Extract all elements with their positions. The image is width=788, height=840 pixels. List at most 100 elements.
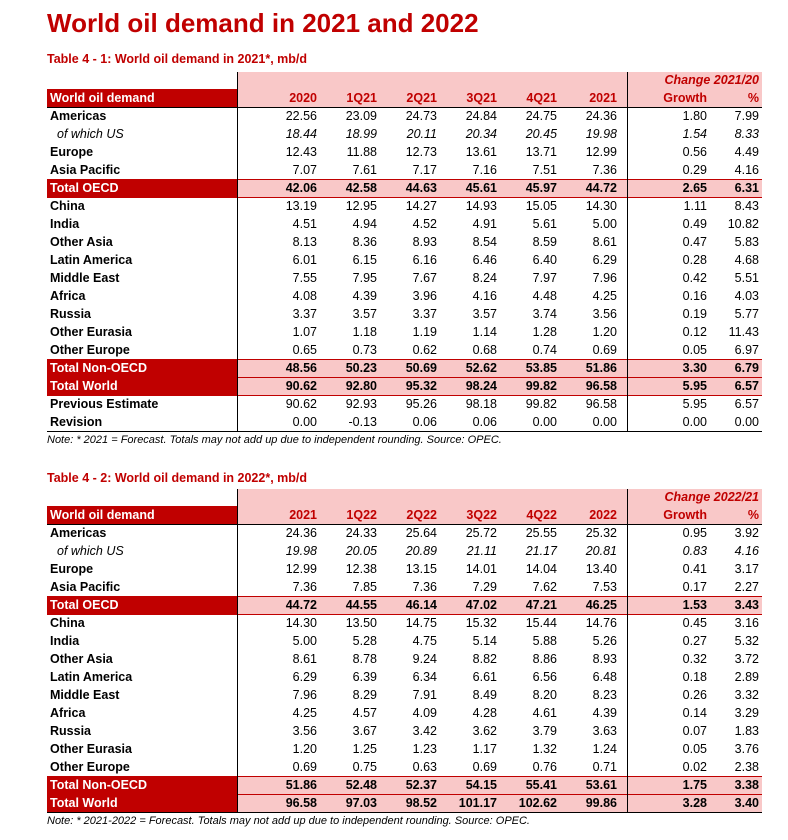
cell-value: 6.01	[292, 253, 317, 267]
row-label: Asia Pacific	[50, 580, 121, 594]
row-label: Revision	[50, 415, 103, 429]
column-header: 2021	[589, 91, 617, 105]
cell-value: 0.56	[682, 145, 707, 159]
cell-value: 7.16	[472, 163, 497, 177]
cell-value: 3.42	[412, 724, 437, 738]
cell-value: 18.99	[345, 127, 377, 141]
column-header: 1Q21	[346, 91, 377, 105]
table-row: Latin America 6.01 6.15 6.16 6.46 6.40 6.29 0.2…	[47, 251, 762, 269]
cell-value: 14.04	[525, 562, 557, 576]
cell-value: 5.28	[352, 634, 377, 648]
cell-value: 4.39	[592, 706, 617, 720]
cell-value: 4.61	[532, 706, 557, 720]
cell-value: 0.27	[682, 634, 707, 648]
cell-value: 95.32	[405, 379, 437, 393]
cell-value: 8.86	[532, 652, 557, 666]
cell-value: 0.06	[472, 415, 497, 429]
table-row: Latin America 6.29 6.39 6.34 6.61 6.56 6.48 0.1…	[47, 668, 762, 686]
row-label: China	[50, 616, 85, 630]
cell-value: 6.61	[472, 670, 497, 684]
cell-value: 98.52	[405, 796, 437, 810]
cell-value: 8.23	[592, 688, 617, 702]
cell-value: 4.08	[292, 289, 317, 303]
cell-value: 7.85	[352, 580, 377, 594]
row-divider	[47, 377, 762, 378]
table-row: India 4.51 4.94 4.52 4.91 5.61 5.00 0.49 10.82	[47, 215, 762, 233]
cell-value: 0.63	[412, 760, 437, 774]
table1-note: Note: * 2021 = Forecast. Totals may not …	[47, 434, 502, 446]
row-label: Latin America	[50, 670, 133, 684]
cell-value: 5.88	[532, 634, 557, 648]
change-header: Change 2022/21	[664, 490, 760, 504]
table2: Change 2022/21 World oil demand 2021 1Q22 2Q…	[47, 489, 762, 813]
cell-value: 20.45	[525, 127, 557, 141]
cell-value: 20.34	[465, 127, 497, 141]
row-label: Middle East	[50, 271, 120, 285]
cell-value: 24.36	[585, 109, 617, 123]
cell-value: 0.29	[682, 163, 707, 177]
cell-value: 4.48	[532, 289, 557, 303]
cell-value: 1.14	[472, 325, 497, 339]
cell-value: 12.99	[285, 562, 317, 576]
cell-value: 3.79	[532, 724, 557, 738]
cell-value: 6.29	[592, 253, 617, 267]
cell-value: 0.76	[532, 760, 557, 774]
cell-value: 14.76	[585, 616, 617, 630]
cell-value: 0.18	[682, 670, 707, 684]
cell-value: 8.61	[292, 652, 317, 666]
cell-value: 0.75	[352, 760, 377, 774]
cell-value: 44.72	[585, 181, 617, 195]
cell-value: 0.06	[412, 415, 437, 429]
cell-value: 7.55	[292, 271, 317, 285]
cell-value: 14.93	[465, 199, 497, 213]
cell-value: 6.31	[734, 181, 759, 195]
row-divider	[47, 179, 762, 180]
cell-value: 4.16	[734, 544, 759, 558]
cell-value: 8.59	[532, 235, 557, 249]
row-label: India	[50, 217, 80, 231]
table-header-row: World oil demand 2021 1Q22 2Q22 3Q22 4Q22 2022…	[47, 506, 762, 524]
cell-value: 2.89	[734, 670, 759, 684]
row-label: Other Eurasia	[50, 742, 132, 756]
cell-value: 48.56	[285, 361, 317, 375]
cell-value: 3.29	[734, 706, 759, 720]
row-divider	[47, 524, 762, 525]
cell-value: 1.17	[472, 742, 497, 756]
cell-value: 51.86	[585, 361, 617, 375]
cell-value: 4.25	[592, 289, 617, 303]
cell-value: 1.20	[592, 325, 617, 339]
cell-value: 50.23	[345, 361, 377, 375]
cell-value: 0.00	[682, 415, 707, 429]
cell-value: 0.05	[682, 343, 707, 357]
cell-value: 7.91	[412, 688, 437, 702]
cell-value: 52.48	[345, 778, 377, 792]
cell-value: 92.80	[345, 379, 377, 393]
row-label: Africa	[50, 289, 86, 303]
cell-value: 6.97	[734, 343, 759, 357]
cell-value: 96.58	[585, 397, 617, 411]
cell-value: 0.00	[592, 415, 617, 429]
row-label: of which US	[57, 544, 124, 558]
column-divider	[627, 72, 628, 431]
column-divider	[237, 72, 238, 431]
cell-value: 11.43	[728, 325, 759, 339]
table1: Change 2021/20 World oil demand 2020 1Q21 2Q…	[47, 72, 762, 432]
cell-value: 54.15	[465, 778, 497, 792]
cell-value: 1.75	[682, 778, 707, 792]
cell-value: 3.62	[472, 724, 497, 738]
cell-value: 7.95	[352, 271, 377, 285]
row-label: Other Asia	[50, 652, 113, 666]
cell-value: 24.73	[405, 109, 437, 123]
cell-value: 45.97	[525, 181, 557, 195]
table-header-row: World oil demand 2020 1Q21 2Q21 3Q21 4Q21 2021…	[47, 89, 762, 107]
cell-value: 1.53	[682, 598, 707, 612]
cell-value: 21.17	[525, 544, 557, 558]
cell-value: 4.49	[734, 145, 759, 159]
cell-value: 12.73	[405, 145, 437, 159]
row-label: Middle East	[50, 688, 120, 702]
table-row: Other Eurasia 1.20 1.25 1.23 1.17 1.32 1.24 0.0…	[47, 740, 762, 758]
cell-value: 7.36	[592, 163, 617, 177]
cell-value: 0.28	[682, 253, 707, 267]
cell-value: 3.67	[352, 724, 377, 738]
cell-value: 7.99	[734, 109, 759, 123]
